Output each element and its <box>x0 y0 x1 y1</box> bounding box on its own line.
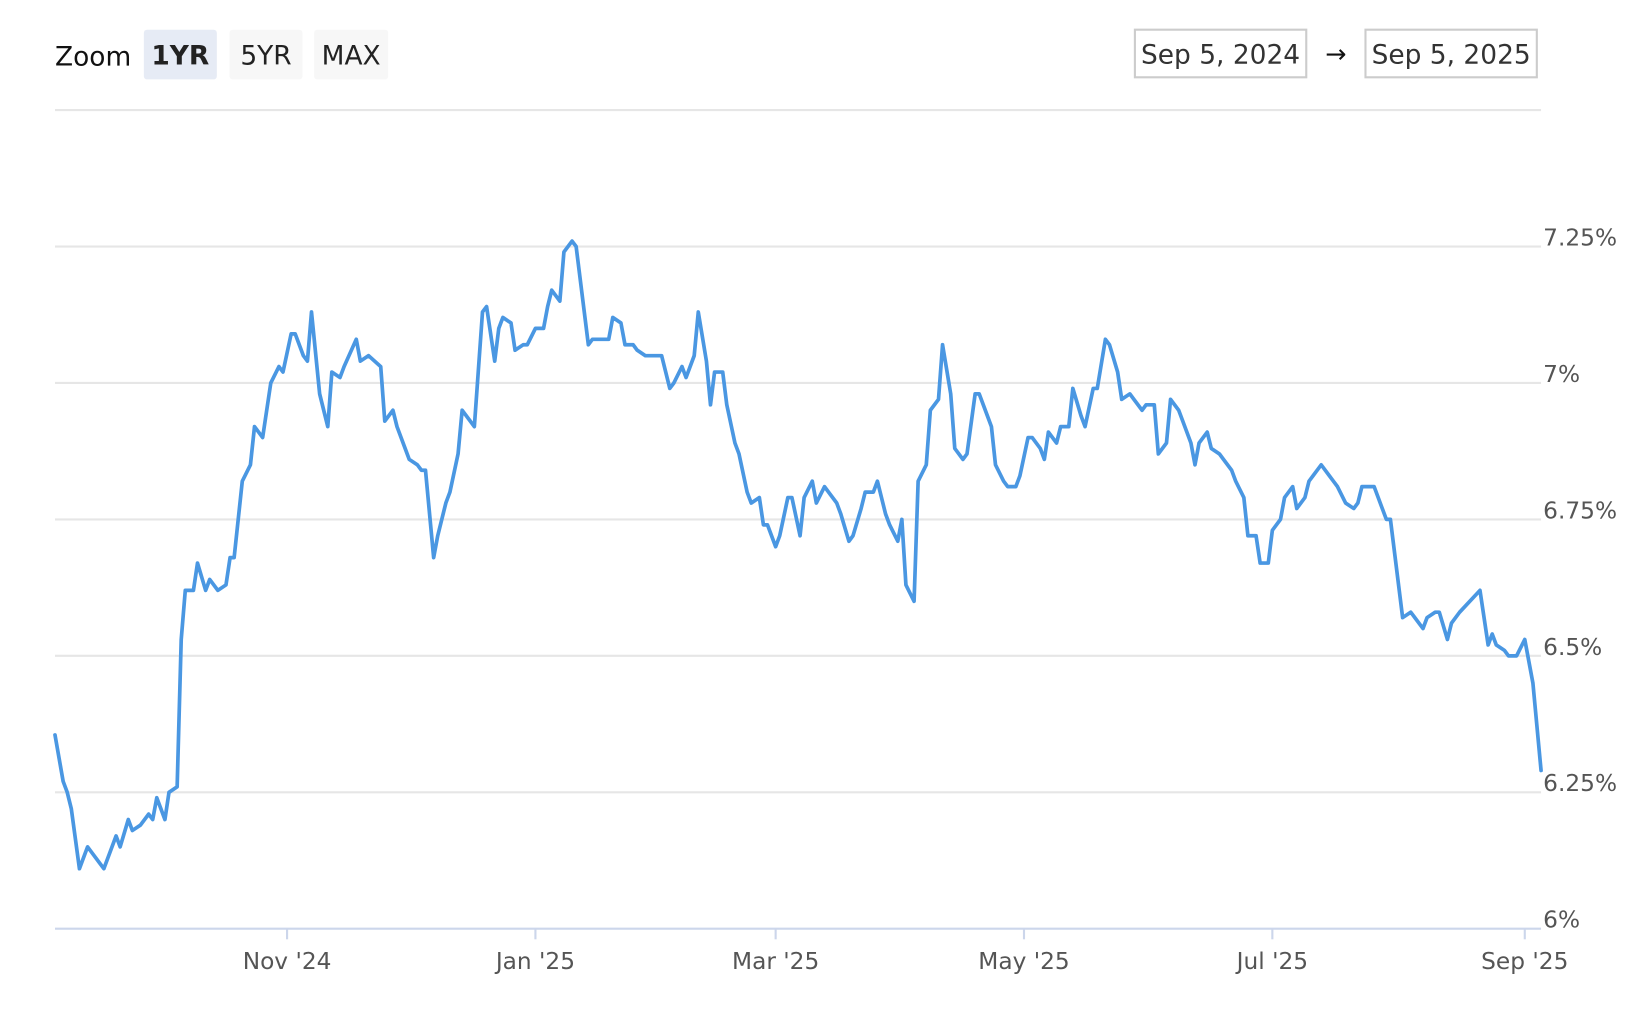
y-tick-label: 6.25% <box>1543 770 1617 797</box>
x-tick-label: Mar '25 <box>732 948 819 975</box>
y-tick-label: 6% <box>1543 907 1580 934</box>
zoom-button-label: 5YR <box>240 41 291 72</box>
zoom-button-label: MAX <box>322 41 381 72</box>
date-to: Sep 5, 2025 <box>1372 40 1531 71</box>
y-tick-label: 6.5% <box>1543 634 1602 661</box>
zoom-button[interactable] <box>229 29 303 80</box>
series-line <box>53 239 1543 871</box>
x-tick-label: Jul '25 <box>1235 948 1308 975</box>
date-to-box[interactable] <box>1364 28 1538 79</box>
date-separator: → <box>1325 38 1346 68</box>
x-tick-label: Sep '25 <box>1481 948 1568 975</box>
zoom-label: Zoom <box>55 42 131 73</box>
date-range: Sep 5, 2024 → Sep 5, 2025 <box>1133 28 1538 79</box>
date-from: Sep 5, 2024 <box>1141 40 1300 71</box>
x-tick-label: Nov '24 <box>243 948 332 975</box>
zoom-button-label: 1YR <box>151 41 209 72</box>
zoom-button[interactable] <box>143 29 217 80</box>
y-tick-label: 7% <box>1543 361 1580 388</box>
date-from-box[interactable] <box>1133 28 1308 79</box>
x-tick-label: Jan '25 <box>494 948 575 975</box>
zoom-button[interactable] <box>314 29 389 80</box>
y-tick-label: 7.25% <box>1543 224 1617 251</box>
x-tick-label: May '25 <box>978 948 1069 975</box>
y-tick-label: 6.75% <box>1543 497 1617 524</box>
